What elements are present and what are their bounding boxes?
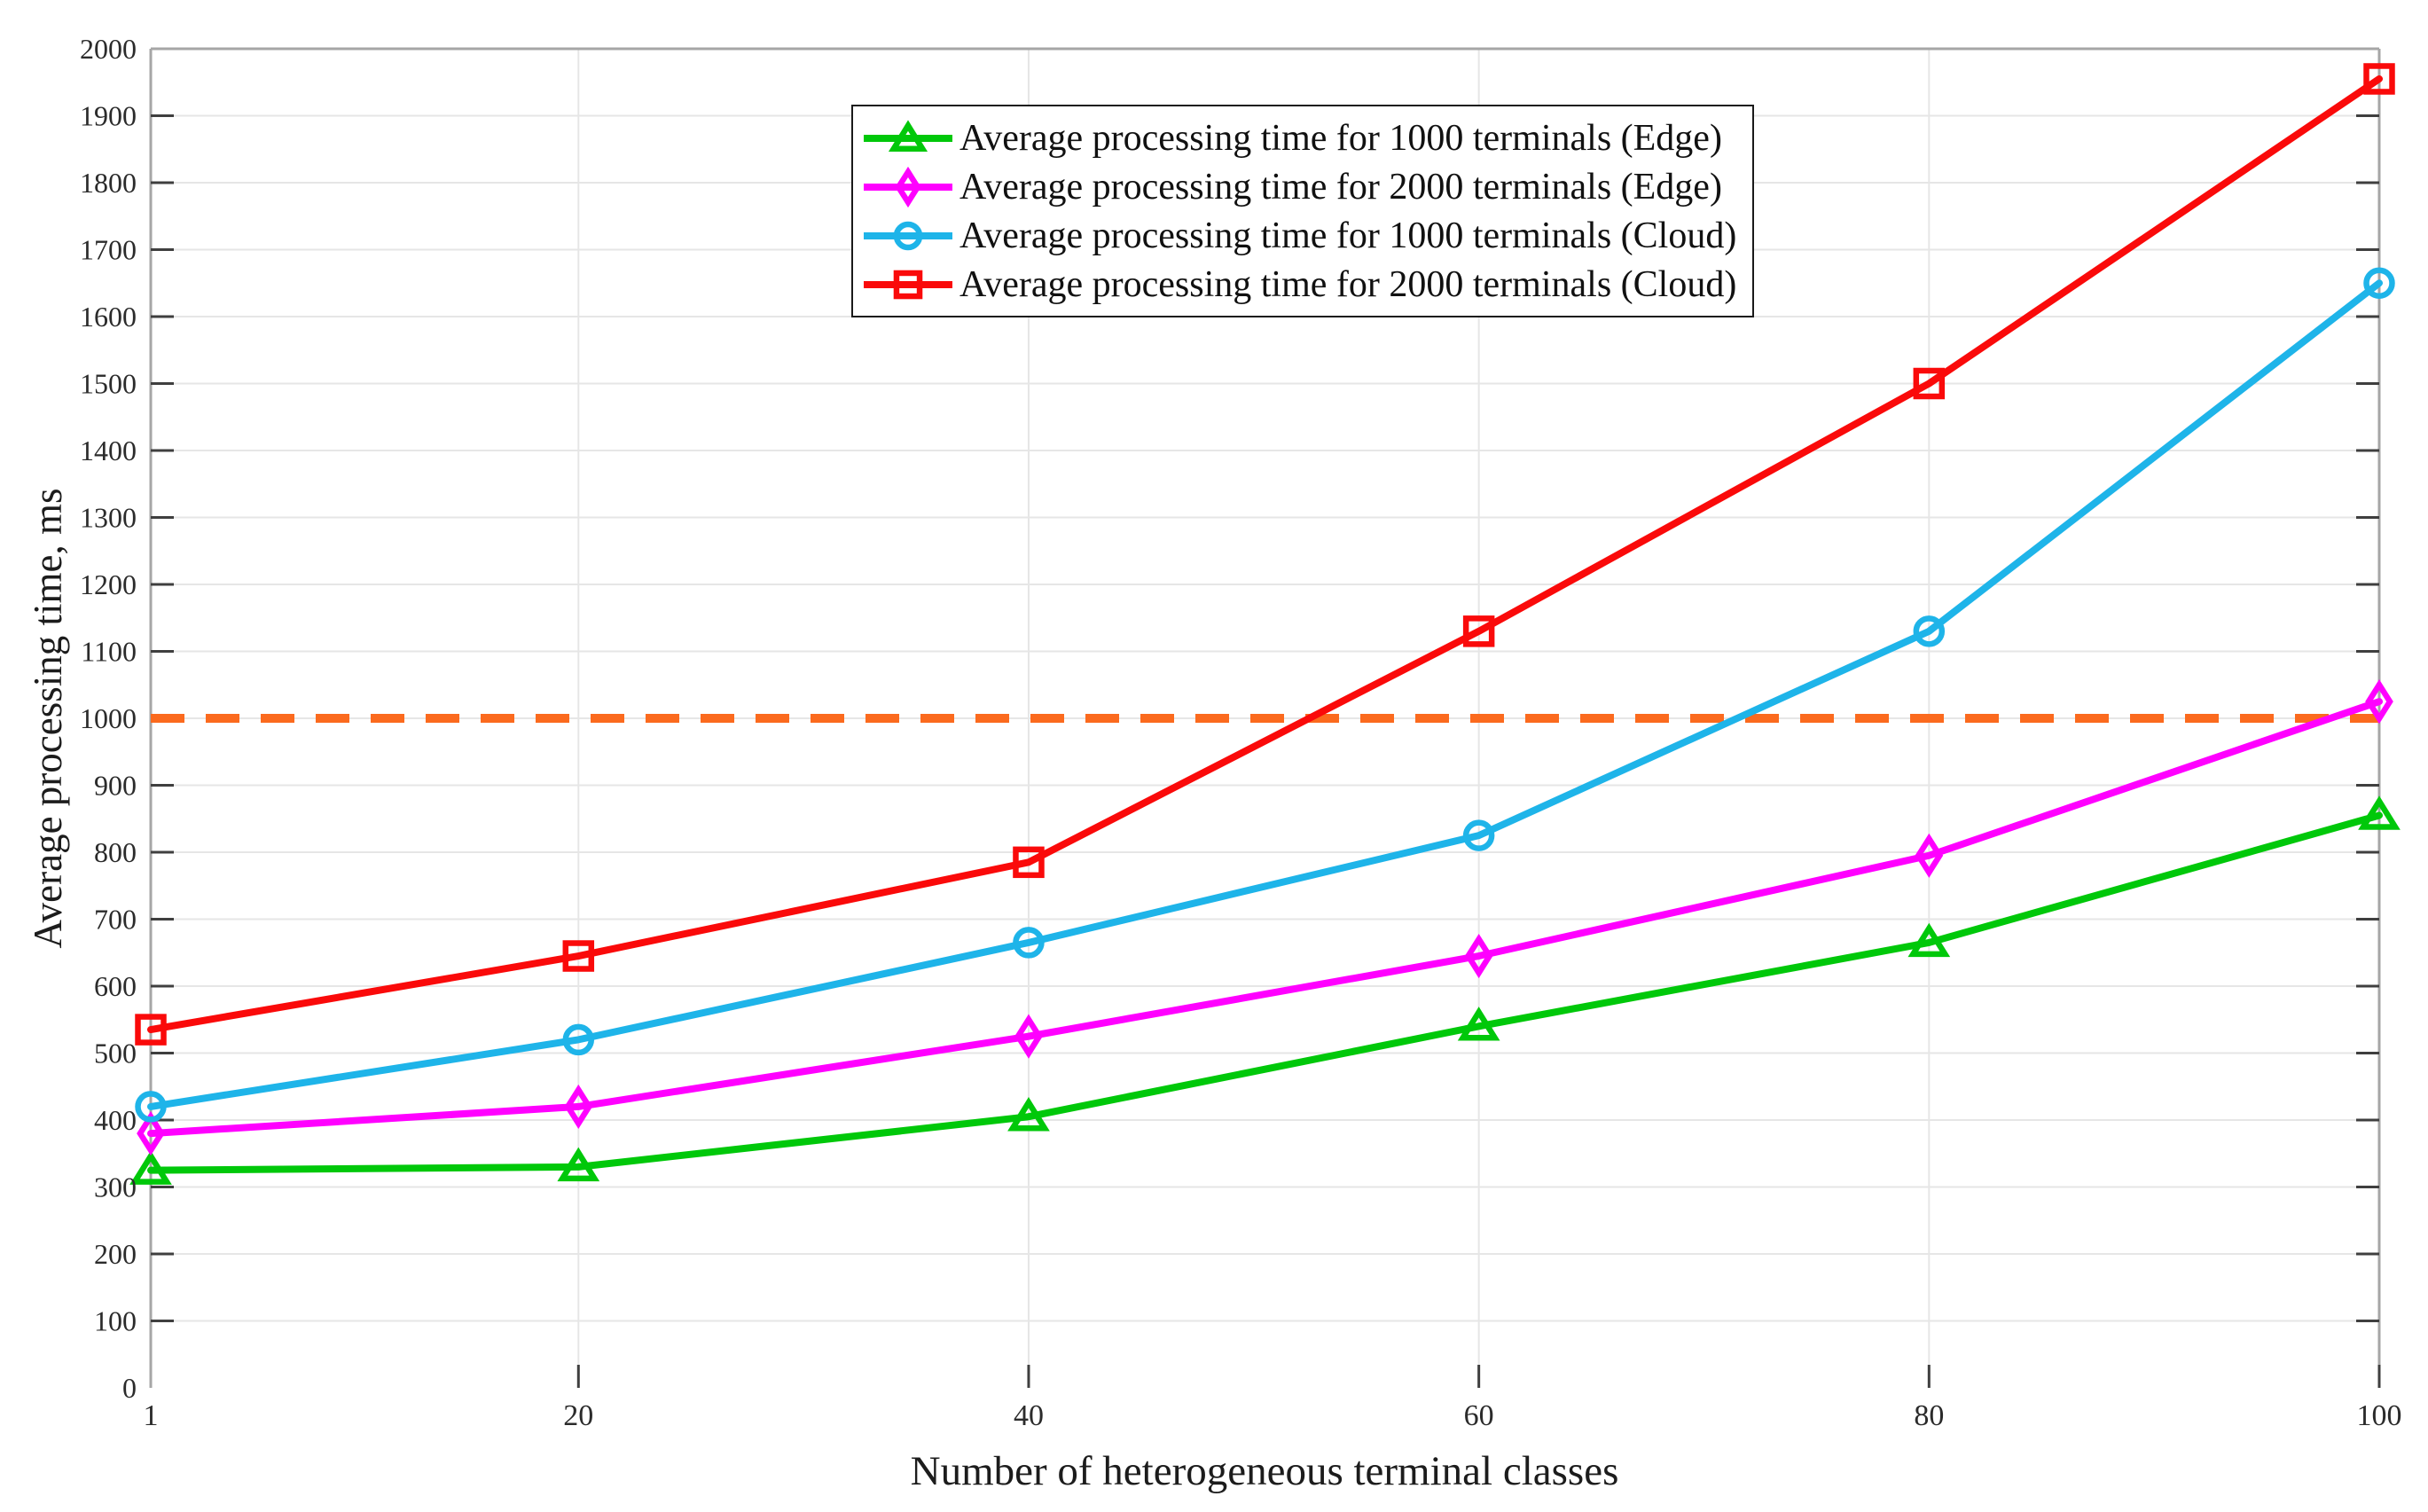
legend-label: Average processing time for 1000 termina… (959, 117, 1722, 159)
legend-label: Average processing time for 2000 termina… (959, 166, 1722, 208)
y-tick-label: 300 (94, 1171, 137, 1203)
y-tick-label: 600 (94, 970, 137, 1002)
diamond-marker-icon (137, 1111, 165, 1156)
square-marker-icon (1013, 846, 1045, 879)
square-marker-icon (2363, 63, 2395, 95)
diamond-marker-icon (2365, 679, 2393, 725)
x-tick-label: 100 (2357, 1399, 2402, 1432)
triangle-marker-icon (2358, 795, 2401, 830)
triangle-marker-icon (1457, 1007, 1500, 1041)
legend-marker-diamond-icon (864, 166, 952, 208)
legend-label: Average processing time for 1000 termina… (959, 215, 1737, 256)
legend-entry-1000-edge: Average processing time for 1000 termina… (862, 114, 1736, 162)
y-tick-label: 1200 (80, 568, 137, 600)
y-tick-label: 1900 (80, 100, 137, 132)
circle-marker-icon (135, 1091, 167, 1123)
circle-marker-icon (1913, 615, 1946, 647)
x-tick-label: 80 (1914, 1399, 1944, 1432)
triangle-marker-icon (1007, 1097, 1050, 1132)
triangle-marker-icon (1907, 922, 1951, 958)
y-tick-label: 800 (94, 836, 137, 868)
triangle-marker-icon (888, 119, 928, 152)
x-tick-label: 40 (1014, 1399, 1044, 1432)
series-line-square (147, 74, 2383, 1034)
legend-box: Average processing time for 1000 termina… (851, 105, 1755, 317)
y-tick-label: 1400 (80, 435, 137, 466)
legend-marker-circle-icon (864, 221, 952, 250)
x-tick-label: 60 (1464, 1399, 1494, 1432)
y-tick-label: 0 (122, 1372, 137, 1404)
y-tick-label: 200 (94, 1238, 137, 1270)
diamond-marker-icon (895, 166, 921, 208)
x-tick-label: 1 (144, 1399, 159, 1432)
legend-marker-square-icon (864, 270, 952, 299)
diamond-marker-icon (1915, 833, 1944, 878)
x-tick-label: 20 (563, 1399, 593, 1432)
diamond-marker-icon (1014, 1014, 1043, 1059)
square-marker-icon (135, 1014, 167, 1046)
circle-marker-icon (2363, 267, 2395, 299)
y-axis-label: Average processing time, ms (26, 488, 70, 949)
y-tick-label: 1300 (80, 502, 137, 534)
legend-entry-2000-edge: Average processing time for 2000 termina… (862, 162, 1736, 211)
circle-marker-icon (893, 221, 923, 250)
y-tick-label: 1100 (81, 636, 137, 668)
square-marker-icon (1913, 367, 1946, 400)
legend-entry-1000-cloud: Average processing time for 1000 termina… (862, 211, 1736, 260)
legend-label: Average processing time for 2000 termina… (959, 263, 1737, 305)
y-tick-label: 1000 (80, 702, 137, 734)
y-tick-label: 900 (94, 770, 137, 802)
legend-entry-2000-cloud: Average processing time for 2000 termina… (862, 260, 1736, 309)
y-tick-label: 700 (94, 904, 137, 936)
diamond-marker-icon (1464, 933, 1493, 979)
circle-marker-icon (1013, 927, 1045, 959)
y-tick-label: 2000 (80, 33, 137, 65)
y-tick-label: 1500 (80, 368, 137, 400)
y-tick-label: 1700 (80, 234, 137, 266)
legend-marker-triangle-icon (864, 119, 952, 152)
y-tick-label: 1600 (80, 301, 137, 333)
series-line-circle (147, 279, 2383, 1110)
triangle-marker-icon (557, 1147, 600, 1182)
square-marker-icon (893, 270, 923, 299)
y-tick-label: 400 (94, 1104, 137, 1136)
y-tick-label: 500 (94, 1038, 137, 1069)
x-axis-label: Number of heterogeneous terminal classes (910, 1448, 1619, 1494)
circle-marker-icon (562, 1023, 595, 1056)
circle-marker-icon (1462, 819, 1495, 851)
square-marker-icon (1462, 615, 1495, 647)
diamond-marker-icon (564, 1084, 593, 1129)
series-line-diamond (147, 698, 2383, 1138)
y-tick-label: 1800 (80, 167, 137, 199)
triangle-marker-icon (129, 1150, 172, 1185)
series-line-triangle (147, 811, 2383, 1174)
square-marker-icon (562, 940, 595, 972)
y-tick-label: 100 (94, 1305, 137, 1337)
